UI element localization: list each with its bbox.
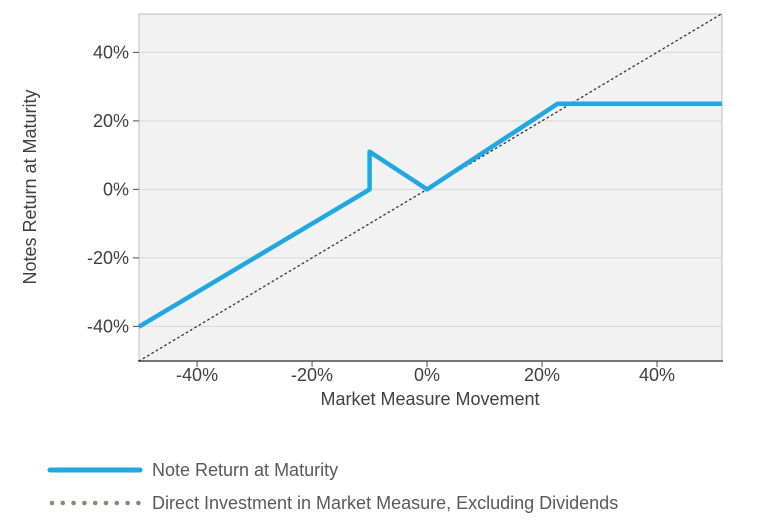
x-tick-label: -40% [176,365,218,385]
legend-dot [136,500,141,506]
legend-dot [125,500,130,506]
legend-label-note-return: Note Return at Maturity [152,459,339,480]
x-axis-title: Market Measure Movement [320,389,539,409]
legend-dot [103,500,109,506]
y-tick-label: -20% [87,248,129,268]
legend-dot [71,500,76,506]
x-tick-label: 40% [639,365,675,385]
series-direct-investment-line [138,13,723,362]
x-tick-label: 20% [524,365,560,385]
series-note-return-line [137,101,722,329]
dotted-line-swatch-icon [49,500,141,506]
chart-legend: Note Return at Maturity Direct Investmen… [47,458,618,515]
solid-line-swatch-icon [47,467,143,473]
y-tick-label: 20% [93,111,129,131]
legend-dot [92,500,98,506]
legend-dot [60,500,66,506]
y-tick-label: 40% [93,42,129,62]
x-tick-label: -20% [291,365,333,385]
legend-dot [82,500,87,506]
x-tick-label: 0% [414,365,440,385]
legend-item-note-return: Note Return at Maturity [47,458,618,482]
y-tick-label: -40% [87,316,129,336]
legend-label-direct-investment: Direct Investment in Market Measure, Exc… [152,492,619,513]
legend-item-direct-investment: Direct Investment in Market Measure, Exc… [47,491,618,515]
payoff-chart: -40% -20% 0% 20% 40% -40% -20% 0% 20% 40% Market … [20,13,723,409]
y-axis-title: Notes Return at Maturity [20,89,40,284]
y-tick-label: 0% [103,179,129,199]
legend-dot [49,500,55,506]
legend-dot [114,500,120,506]
